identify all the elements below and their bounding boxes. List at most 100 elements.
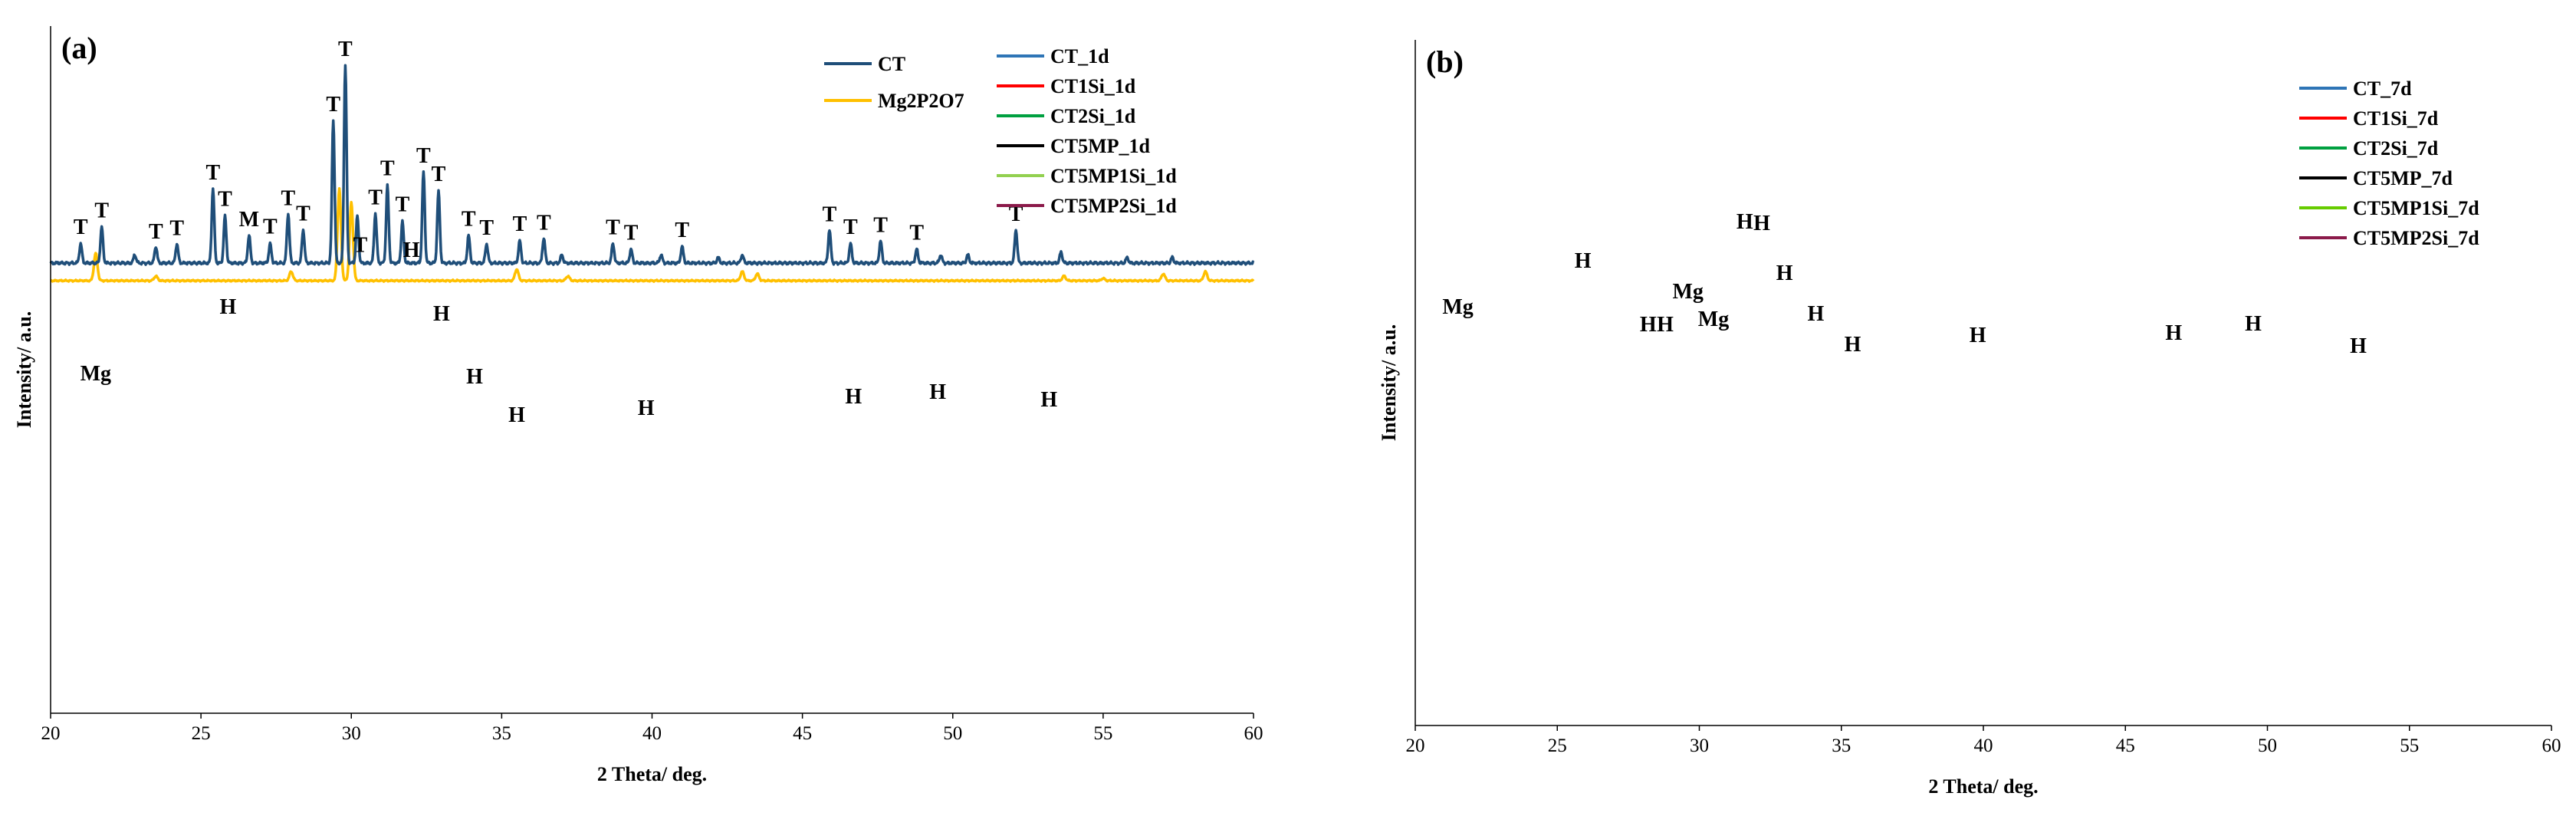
x-tick-label: 55 <box>2400 735 2419 756</box>
peak-label-H: H <box>508 403 525 427</box>
peak-label-T: T <box>338 38 353 61</box>
peak-label-T: T <box>326 93 340 117</box>
peak-label-H: H <box>220 295 237 319</box>
x-tick-label: 30 <box>1690 735 1709 756</box>
x-tick-label: 35 <box>492 723 511 744</box>
peak-label-T: T <box>606 216 620 240</box>
legend-label: CT5MP1Si_7d <box>2353 197 2479 219</box>
peak-label-H: H <box>1575 249 1592 273</box>
peak-label-T: T <box>263 215 278 239</box>
peak-label-T: T <box>479 216 494 240</box>
panel-label: (a) <box>61 31 97 65</box>
peak-label-T: T <box>205 161 220 185</box>
peak-label-T: M <box>239 208 259 232</box>
series-line-Mg2P2O7 <box>50 186 1255 283</box>
peak-label-T: T <box>537 211 551 235</box>
peak-label-T: T <box>368 186 383 209</box>
x-tick-label: 20 <box>41 723 61 744</box>
peak-label-T: T <box>843 216 858 239</box>
x-tick-label: 45 <box>2116 735 2135 756</box>
peak-label-H: H <box>433 302 450 326</box>
peak-label-H: H <box>1808 302 1825 326</box>
peak-label-Mg: Mg <box>1698 308 1729 331</box>
peak-label-T: T <box>296 202 310 226</box>
peak-label-H: H <box>2165 321 2182 345</box>
peak-label-H: H <box>845 385 862 409</box>
peak-label-T: T <box>823 203 837 227</box>
peak-label-H: H <box>1737 210 1753 234</box>
peak-label-Mg: Mg <box>80 362 111 386</box>
plot-area <box>1415 40 2551 725</box>
x-tick-label: 30 <box>342 723 361 744</box>
peak-label-T: T <box>396 192 410 216</box>
x-tick-label: 55 <box>1093 723 1112 744</box>
peak-label-H: H <box>2350 334 2367 358</box>
peak-label-T: T <box>675 219 689 242</box>
x-tick-label: 25 <box>1548 735 1567 756</box>
legend-label: CT1Si_7d <box>2353 107 2439 130</box>
x-axis-label: 2 Theta/ deg. <box>1928 775 2038 798</box>
legend-label: CT5MP1Si_1d <box>1050 165 1177 187</box>
peak-label-T: T <box>353 233 368 257</box>
legend-label: CT_1d <box>1050 45 1109 67</box>
peak-label-H: H <box>638 396 655 420</box>
peak-label-Mg: Mg <box>1672 280 1703 304</box>
peak-label-T: T <box>169 216 184 240</box>
legend-label: CT5MP2Si_1d <box>1050 195 1177 217</box>
legend-label: CT1Si_1d <box>1050 75 1136 97</box>
x-tick-label: 25 <box>192 723 211 744</box>
legend-label: CT2Si_7d <box>2353 137 2439 160</box>
peak-label-H: H <box>466 365 483 389</box>
peak-label-T: T <box>416 144 431 168</box>
peak-label-H: H <box>1657 313 1674 337</box>
peak-label-T: T <box>909 222 924 245</box>
peak-label-H: H <box>1970 324 1986 347</box>
peak-label-T: T <box>149 220 163 244</box>
legend-label: CT5MP_1d <box>1050 135 1151 157</box>
x-tick-label: 35 <box>1832 735 1851 756</box>
x-tick-label: 40 <box>642 723 662 744</box>
x-tick-label: 60 <box>2542 735 2561 756</box>
peak-label-H: H <box>929 380 946 404</box>
y-axis-label: Intensity/ a.u. <box>13 311 35 428</box>
peak-label-H: H <box>403 239 420 262</box>
legend-label: CT_7d <box>2353 77 2412 100</box>
peak-label-T: T <box>74 216 88 239</box>
peak-label-T: T <box>380 157 395 181</box>
y-axis-label: Intensity/ a.u. <box>1378 324 1400 441</box>
legend-label: CT2Si_1d <box>1050 105 1136 127</box>
x-tick-label: 40 <box>1974 735 1993 756</box>
panel-label: (b) <box>1426 44 1464 79</box>
peak-label-H: H <box>1753 212 1770 235</box>
peak-label-T: T <box>873 213 888 237</box>
series-line-CT <box>49 64 1255 266</box>
peak-label-H: H <box>1640 313 1657 337</box>
peak-label-T: T <box>281 186 296 210</box>
legend-label: CT <box>878 53 905 75</box>
x-tick-label: 50 <box>943 723 962 744</box>
peak-label-H: H <box>1845 333 1861 357</box>
x-tick-label: 50 <box>2258 735 2277 756</box>
peak-label-H: H <box>1776 262 1793 285</box>
x-tick-label: 20 <box>1406 735 1425 756</box>
peak-label-H: H <box>1040 388 1057 412</box>
peak-label-T: T <box>624 222 639 245</box>
peak-label-T: T <box>1009 202 1024 226</box>
legend-label: CT5MP2Si_7d <box>2353 227 2479 249</box>
peak-label-Mg: Mg <box>1442 295 1473 319</box>
plot-area <box>51 26 1254 713</box>
peak-label-T: T <box>218 187 232 211</box>
x-tick-label: 45 <box>793 723 812 744</box>
x-tick-label: 60 <box>1244 723 1263 744</box>
legend-label: CT5MP_7d <box>2353 167 2453 189</box>
peak-label-T: T <box>462 207 476 231</box>
peak-label-T: T <box>432 163 446 186</box>
legend-label: Mg2P2O7 <box>878 90 964 112</box>
x-axis-label: 2 Theta/ deg. <box>597 763 707 785</box>
peak-label-T: T <box>513 212 527 236</box>
peak-label-T: T <box>94 199 109 222</box>
peak-label-H: H <box>2245 312 2262 336</box>
